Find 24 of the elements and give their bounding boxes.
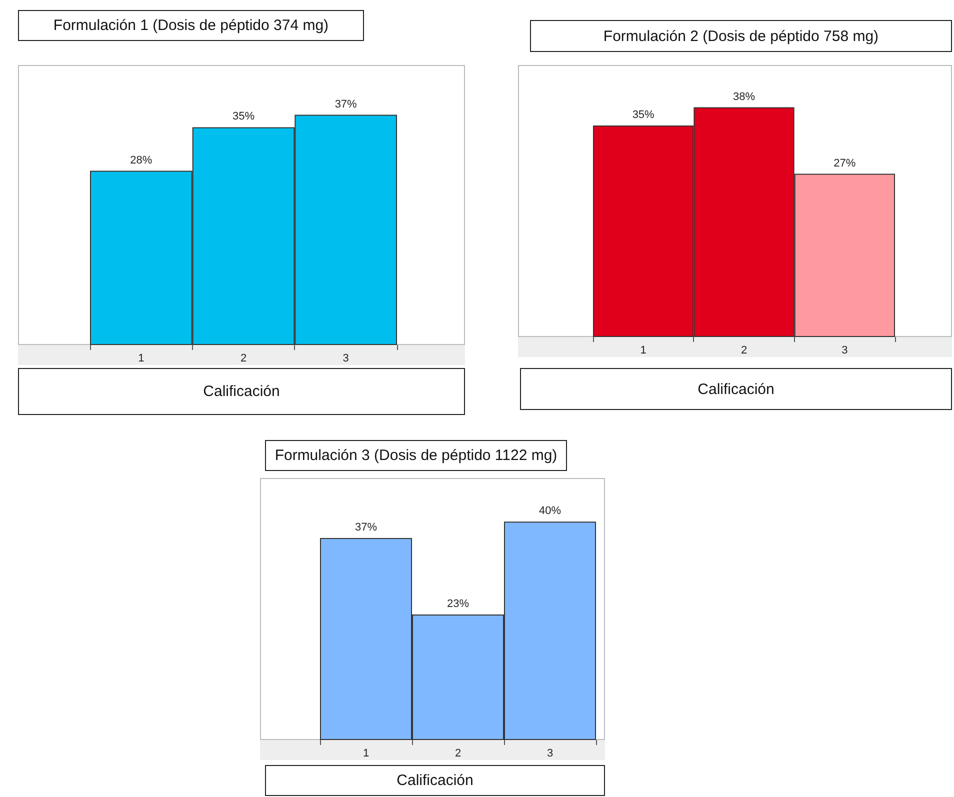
x-axis-title: Calificación xyxy=(18,368,465,415)
data-label: 37% xyxy=(354,522,378,534)
data-label: 37% xyxy=(334,98,358,110)
x-tick-label: 2 xyxy=(240,352,247,364)
x-tick-label: 3 xyxy=(842,344,848,356)
x-tick-label: 1 xyxy=(362,748,370,760)
x-tick-label: 1 xyxy=(138,352,144,364)
chart-title: Formulación 1 (Dosis de péptido 374 mg) xyxy=(18,10,364,41)
chart-title: Formulación 3 (Dosis de péptido 1122 mg) xyxy=(265,440,567,471)
data-label: 40% xyxy=(538,505,562,518)
x-axis-title: Calificación xyxy=(520,368,952,410)
data-label: 28% xyxy=(130,154,152,166)
chart-title: Formulación 2 (Dosis de péptido 758 mg) xyxy=(530,20,952,52)
data-label: 35% xyxy=(232,110,255,123)
x-tick-label: 3 xyxy=(342,352,349,364)
x-tick-label: 1 xyxy=(640,344,646,356)
x-tick-label: 2 xyxy=(740,344,748,356)
data-label: 23% xyxy=(446,598,470,610)
x-tick-label: 3 xyxy=(546,748,554,760)
data-label: 38% xyxy=(732,90,756,103)
x-tick-label: 2 xyxy=(454,748,462,760)
data-label: 27% xyxy=(834,157,856,170)
data-label: 35% xyxy=(632,108,655,121)
x-axis-title: Calificación xyxy=(265,765,605,796)
